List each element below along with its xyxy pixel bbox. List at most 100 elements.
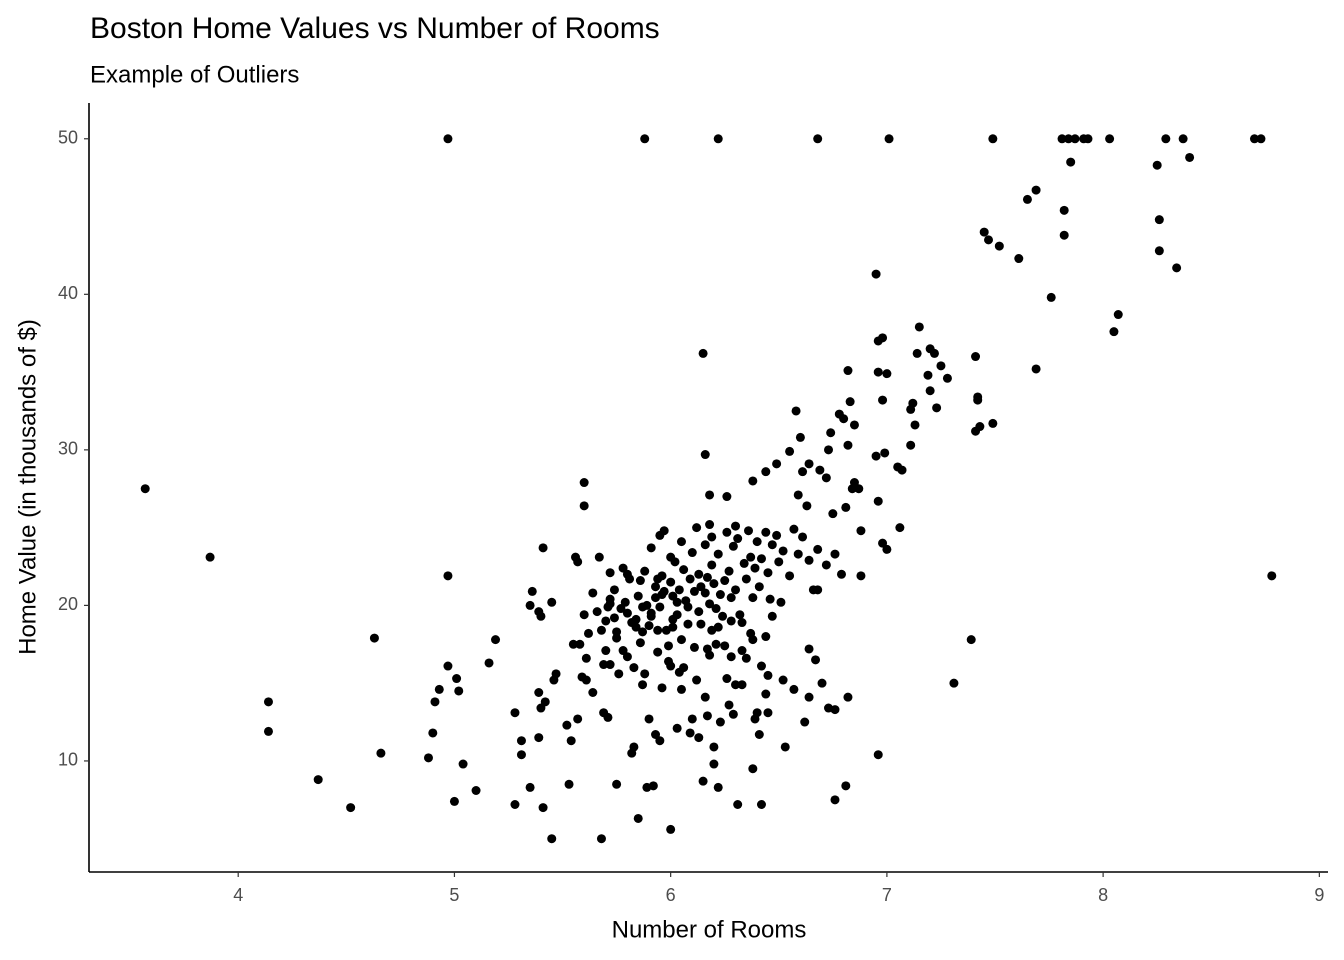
point [737, 646, 747, 656]
point [873, 367, 883, 377]
point [583, 628, 593, 638]
point [698, 776, 708, 786]
point [687, 714, 697, 724]
point [205, 552, 215, 562]
point [700, 540, 710, 550]
point [763, 670, 773, 680]
point [854, 484, 864, 494]
point [612, 633, 622, 643]
point [596, 625, 606, 635]
point [644, 714, 654, 724]
point [847, 484, 857, 494]
point [527, 586, 537, 596]
point [263, 697, 273, 707]
point [711, 639, 721, 649]
point [722, 492, 732, 502]
point [966, 635, 976, 645]
point [642, 600, 652, 610]
point [614, 669, 624, 679]
point [756, 554, 766, 564]
point [882, 369, 892, 379]
point [942, 373, 952, 383]
point [659, 526, 669, 536]
point [815, 465, 825, 475]
point [562, 720, 572, 730]
point [663, 656, 673, 666]
point [1161, 134, 1171, 144]
point [707, 532, 717, 542]
x-axis-title: Number of Rooms [612, 916, 807, 943]
point [793, 490, 803, 500]
point [547, 834, 557, 844]
point [895, 523, 905, 533]
point [443, 661, 453, 671]
point [1057, 134, 1067, 144]
point [640, 134, 650, 144]
point [581, 653, 591, 663]
point [841, 781, 851, 791]
point [761, 467, 771, 477]
point [605, 568, 615, 578]
point [733, 799, 743, 809]
y-tick-label: 10 [58, 750, 78, 770]
point [761, 632, 771, 642]
point [718, 611, 728, 621]
point [830, 705, 840, 715]
x-tick-label: 8 [1098, 885, 1108, 905]
point [843, 440, 853, 450]
point [692, 675, 702, 685]
point [1014, 254, 1024, 264]
point [657, 683, 667, 693]
point [811, 655, 821, 665]
point [726, 652, 736, 662]
point [776, 597, 786, 607]
point [579, 501, 589, 511]
point [884, 134, 894, 144]
x-tick-label: 6 [666, 885, 676, 905]
point [516, 750, 526, 760]
point [774, 557, 784, 567]
point [1105, 134, 1115, 144]
point [1064, 134, 1074, 144]
point [694, 607, 704, 617]
point [731, 680, 741, 690]
point [722, 674, 732, 684]
point [849, 420, 859, 430]
point [1083, 134, 1093, 144]
y-tick-label: 40 [58, 283, 78, 303]
point [841, 502, 851, 512]
point [484, 658, 494, 668]
x-tick-label: 5 [449, 885, 459, 905]
point [1267, 571, 1277, 581]
point [1178, 134, 1188, 144]
point [761, 527, 771, 537]
point [696, 619, 706, 629]
point [700, 692, 710, 702]
point [601, 646, 611, 656]
point [605, 660, 615, 670]
point [581, 675, 591, 685]
point [510, 708, 520, 718]
point [731, 585, 741, 595]
point [756, 661, 766, 671]
point [698, 348, 708, 358]
point [1059, 230, 1069, 240]
point [808, 585, 818, 595]
point [705, 599, 715, 609]
point [709, 579, 719, 589]
point [722, 527, 732, 537]
point [657, 590, 667, 600]
point [765, 594, 775, 604]
point [700, 588, 710, 598]
point [733, 534, 743, 544]
point [702, 711, 712, 721]
point [856, 526, 866, 536]
point [789, 684, 799, 694]
point [785, 446, 795, 456]
point [778, 546, 788, 556]
point [423, 753, 433, 763]
point [596, 834, 606, 844]
point [1152, 160, 1162, 170]
point [376, 748, 386, 758]
